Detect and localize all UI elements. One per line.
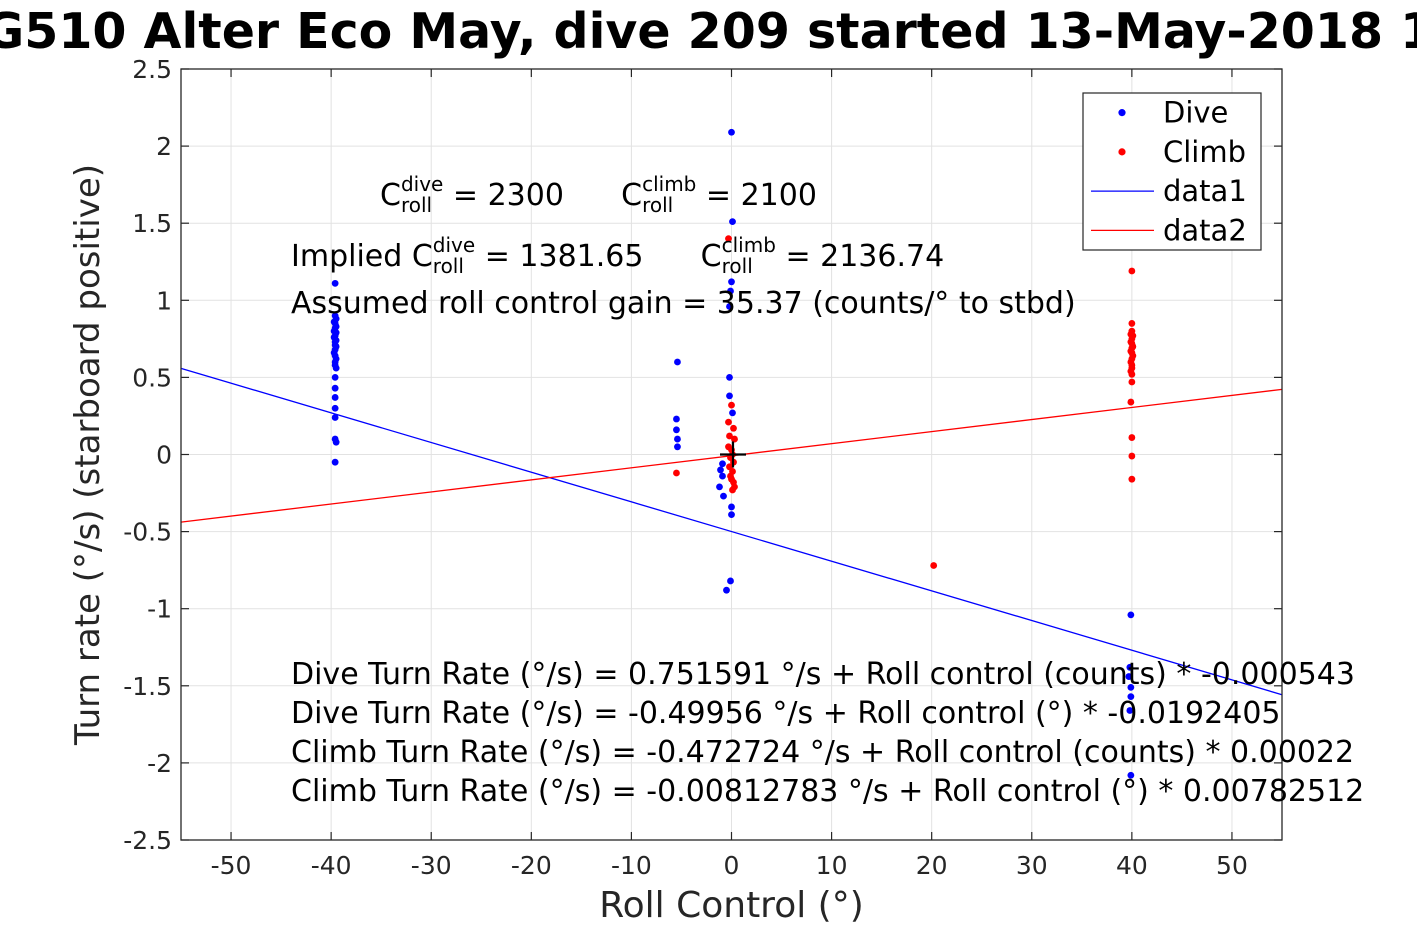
y-tick-label: 0.5 bbox=[132, 363, 172, 392]
gain-annotation: Assumed roll control gain = 35.37 (count… bbox=[291, 272, 1076, 334]
subscript: roll bbox=[432, 254, 464, 278]
legend-box bbox=[1082, 92, 1262, 251]
y-tick-label: 1.5 bbox=[132, 209, 172, 238]
y-tick-label: 2 bbox=[156, 132, 172, 161]
origin-plus-marker bbox=[720, 441, 747, 468]
equation-line: Dive Turn Rate (°/s) = 0.751591 °/s + Ro… bbox=[291, 657, 1355, 692]
equation-line: Dive Turn Rate (°/s) = -0.49956 °/s + Ro… bbox=[291, 696, 1281, 731]
superscript: dive bbox=[432, 233, 476, 257]
legend-marker-dot bbox=[1118, 148, 1126, 156]
superscript-subscript-stack: dive roll bbox=[401, 174, 443, 216]
x-tick-label: 30 bbox=[1016, 851, 1048, 880]
annotation-text: C bbox=[621, 177, 643, 213]
x-axis-label: Roll Control (°) bbox=[599, 885, 864, 926]
fit-line-data1 bbox=[180, 367, 1283, 696]
annotation-text: = 2100 bbox=[696, 177, 817, 213]
legend-marker-dot bbox=[1118, 109, 1126, 117]
annotation-text: = 1381.65 bbox=[475, 238, 701, 274]
scatter-series-dive bbox=[330, 128, 1135, 779]
subscript: roll bbox=[721, 254, 753, 278]
superscript-subscript-stack: climb roll bbox=[642, 174, 696, 216]
x-tick-label: -20 bbox=[511, 851, 552, 880]
annotation-text: = 2136.74 bbox=[775, 238, 945, 274]
legend-label: Dive bbox=[1163, 96, 1228, 130]
superscript-subscript-stack: dive roll bbox=[433, 235, 475, 277]
x-tick-label: -10 bbox=[611, 851, 652, 880]
annotation-text: Implied C bbox=[291, 238, 433, 274]
annotation-text: Assumed roll control gain = 35.37 (count… bbox=[291, 285, 1076, 321]
subscript: roll bbox=[400, 193, 433, 217]
x-tick-label: 0 bbox=[724, 851, 740, 880]
annotation-text: = 2300 bbox=[443, 177, 622, 213]
y-tick-label: 1 bbox=[156, 286, 172, 315]
superscript: climb bbox=[721, 233, 776, 257]
annotation-text: C bbox=[700, 238, 722, 274]
y-axis-label: Turn rate (°/s) (starboard positive) bbox=[68, 164, 108, 746]
equation-line: Climb Turn Rate (°/s) = -0.00812783 °/s … bbox=[291, 774, 1365, 809]
annotation-text: C bbox=[380, 177, 401, 213]
x-tick-label: -30 bbox=[411, 851, 452, 880]
superscript: dive bbox=[400, 172, 444, 196]
chart-title: G510 Alter Eco May, dive 209 started 13-… bbox=[0, 3, 1417, 60]
x-tick-label: 10 bbox=[816, 851, 848, 880]
fit-equations-block: Dive Turn Rate (°/s) = 0.751591 °/s + Ro… bbox=[291, 655, 1417, 811]
legend-label: Climb bbox=[1163, 135, 1246, 169]
y-tick-label: -1 bbox=[147, 595, 172, 624]
x-tick-label: 40 bbox=[1116, 851, 1148, 880]
tick-marks bbox=[181, 68, 1282, 841]
y-tick-label: 0 bbox=[156, 441, 172, 470]
legend-label: data1 bbox=[1163, 174, 1247, 208]
superscript: climb bbox=[642, 172, 697, 196]
legend-label: data2 bbox=[1163, 213, 1247, 247]
equation-line: Climb Turn Rate (°/s) = -0.472724 °/s + … bbox=[291, 735, 1355, 770]
subscript: roll bbox=[642, 193, 674, 217]
y-tick-label: 2.5 bbox=[132, 55, 172, 84]
y-tick-label: -2.5 bbox=[123, 826, 172, 855]
superscript-subscript-stack: climb roll bbox=[722, 235, 776, 277]
x-tick-label: 20 bbox=[916, 851, 948, 880]
x-tick-label: -40 bbox=[311, 851, 352, 880]
x-tick-label: 50 bbox=[1216, 851, 1248, 880]
legend: Dive Climb data1 data2 bbox=[1082, 92, 1262, 251]
x-tick-label: -50 bbox=[211, 851, 252, 880]
y-tick-label: -2 bbox=[147, 749, 172, 778]
y-tick-label: -0.5 bbox=[123, 518, 172, 547]
y-tick-label: -1.5 bbox=[123, 672, 172, 701]
